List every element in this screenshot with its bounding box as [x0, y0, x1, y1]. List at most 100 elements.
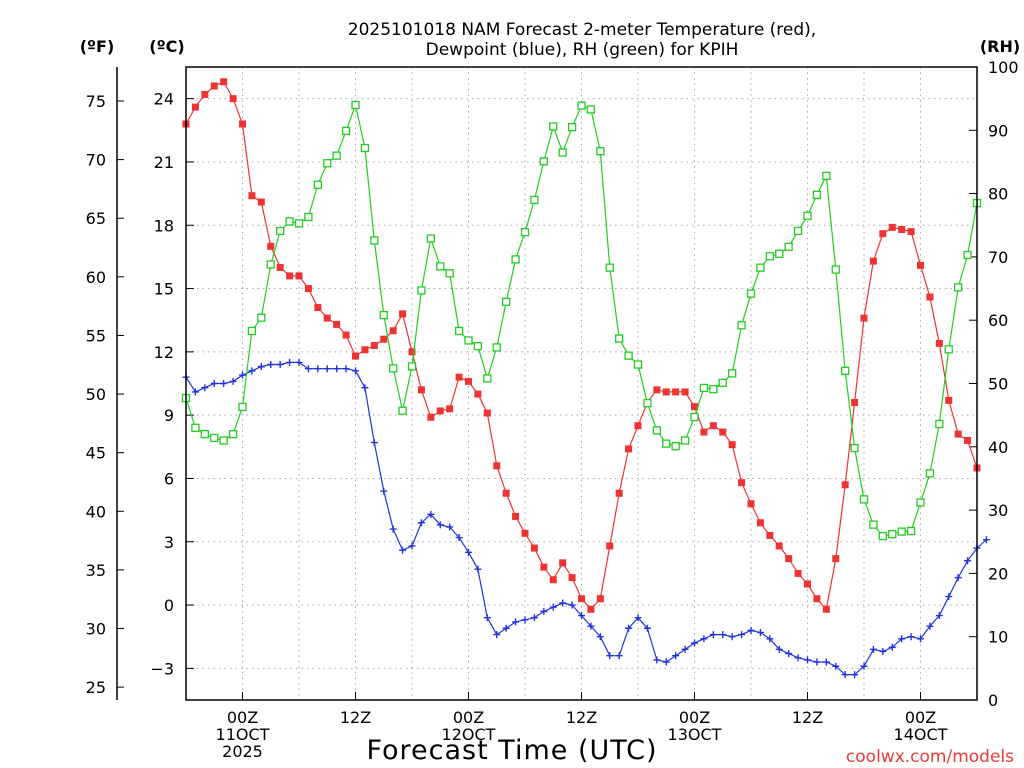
- rh-point: [954, 283, 963, 292]
- dewpoint-point: [474, 565, 482, 573]
- gridlines: [186, 67, 978, 700]
- temperature-point: [615, 489, 623, 497]
- rh-point: [398, 406, 407, 415]
- rh-axis: 0 10 20 30 40 50 60 70 80 90 100: [969, 58, 1019, 710]
- dewpoint-point: [521, 616, 529, 624]
- dewpoint-point: [323, 365, 331, 373]
- rh-tick-label: 10: [988, 628, 1008, 647]
- celsius-tick-label: 12: [154, 343, 174, 362]
- rh-point: [822, 171, 831, 181]
- rh-point: [417, 286, 426, 295]
- rh-tick-label: 70: [988, 248, 1008, 267]
- celsius-tick-label: 0: [164, 596, 174, 615]
- rh-point: [775, 249, 784, 258]
- temperature-point: [239, 120, 246, 128]
- temperature-point: [210, 82, 218, 90]
- celsius-axis: −3 0 3 6 9 12 15 18 21 24: [150, 90, 194, 678]
- series-layer: [181, 78, 990, 679]
- rh-tick-label: 80: [988, 185, 1008, 204]
- temperature-point: [625, 445, 633, 453]
- celsius-tick-label: 21: [154, 153, 174, 172]
- rh-point: [464, 336, 473, 345]
- time-tick-label: 12Z: [566, 708, 597, 727]
- rh-point: [370, 236, 379, 245]
- dewpoint-point: [719, 631, 727, 639]
- temperature-point: [257, 198, 265, 206]
- dewpoint-point: [945, 593, 953, 601]
- dewpoint-point: [879, 647, 887, 655]
- rh-point: [502, 297, 511, 306]
- temperature-point: [822, 605, 830, 613]
- celsius-tick-label: 15: [154, 280, 174, 299]
- dewpoint-point: [794, 654, 802, 662]
- temperature-point: [380, 335, 388, 343]
- dewpoint-point: [728, 633, 736, 641]
- temperature-point: [898, 225, 906, 233]
- rh-point: [850, 443, 859, 453]
- rh-point: [765, 252, 774, 261]
- rh-point: [812, 190, 822, 200]
- rh-tick-label: 0: [988, 691, 998, 710]
- rh-point: [906, 526, 916, 536]
- temperature-point: [700, 428, 708, 436]
- temperature-point: [483, 409, 491, 417]
- rh-tick-label: 50: [988, 375, 1008, 394]
- temperature-point: [417, 386, 425, 394]
- temperature-point: [813, 595, 821, 603]
- time-tick-label: 12Z: [792, 708, 823, 727]
- rh-point: [313, 180, 322, 189]
- rh-point: [586, 105, 596, 114]
- dewpoint-point: [822, 658, 830, 666]
- dewpoint-point: [738, 631, 746, 639]
- dewpoint-point: [465, 548, 472, 556]
- dewpoint-point: [982, 536, 990, 544]
- temperature-point: [568, 574, 576, 582]
- rh-point: [247, 326, 257, 336]
- temperature-point: [493, 462, 501, 470]
- rh-point: [784, 242, 793, 251]
- rh-point: [624, 351, 633, 360]
- dewpoint-point: [229, 377, 237, 385]
- rh-tick-label: 20: [988, 564, 1008, 583]
- rh-point: [615, 334, 624, 343]
- temperature-point: [907, 228, 915, 236]
- dewpoint-point: [766, 635, 774, 643]
- rh-point: [643, 398, 652, 408]
- rh-point: [445, 269, 454, 278]
- rh-point: [709, 385, 718, 394]
- rh-point: [483, 374, 492, 383]
- temperature-point: [747, 500, 755, 508]
- temperature-point: [446, 405, 454, 413]
- dewpoint-point: [785, 650, 793, 658]
- dewpoint-point: [691, 639, 698, 647]
- rh-point: [228, 429, 238, 439]
- dewpoint-point: [257, 363, 265, 371]
- rh-point: [925, 469, 935, 478]
- dewpoint-point: [549, 603, 557, 611]
- temperature-point: [304, 285, 312, 293]
- temperature-point: [267, 242, 275, 250]
- temperature-point: [662, 388, 670, 396]
- rh-tick-label: 40: [988, 438, 1008, 457]
- rh-point: [878, 531, 887, 541]
- dewpoint-point: [653, 656, 661, 664]
- dewpoint-point: [483, 614, 491, 622]
- dewpoint-point: [841, 671, 849, 679]
- rh-point: [746, 289, 756, 298]
- rh-point: [294, 219, 304, 228]
- dewpoint-point: [935, 612, 943, 620]
- celsius-tick-label: 6: [164, 469, 174, 488]
- rh-point: [304, 212, 313, 222]
- fahrenheit-tick-label: 70: [86, 151, 106, 170]
- dewpoint-point: [747, 626, 755, 634]
- dewpoint-point: [681, 645, 689, 653]
- dewpoint-point: [295, 358, 303, 366]
- fahrenheit-unit-label: (ºF): [80, 37, 115, 56]
- temperature-point: [596, 595, 604, 603]
- dewpoint-point: [304, 365, 312, 373]
- rh-point: [596, 147, 605, 156]
- temperature-point: [229, 95, 237, 103]
- temperature-point: [794, 569, 802, 577]
- temperature-point: [766, 531, 774, 539]
